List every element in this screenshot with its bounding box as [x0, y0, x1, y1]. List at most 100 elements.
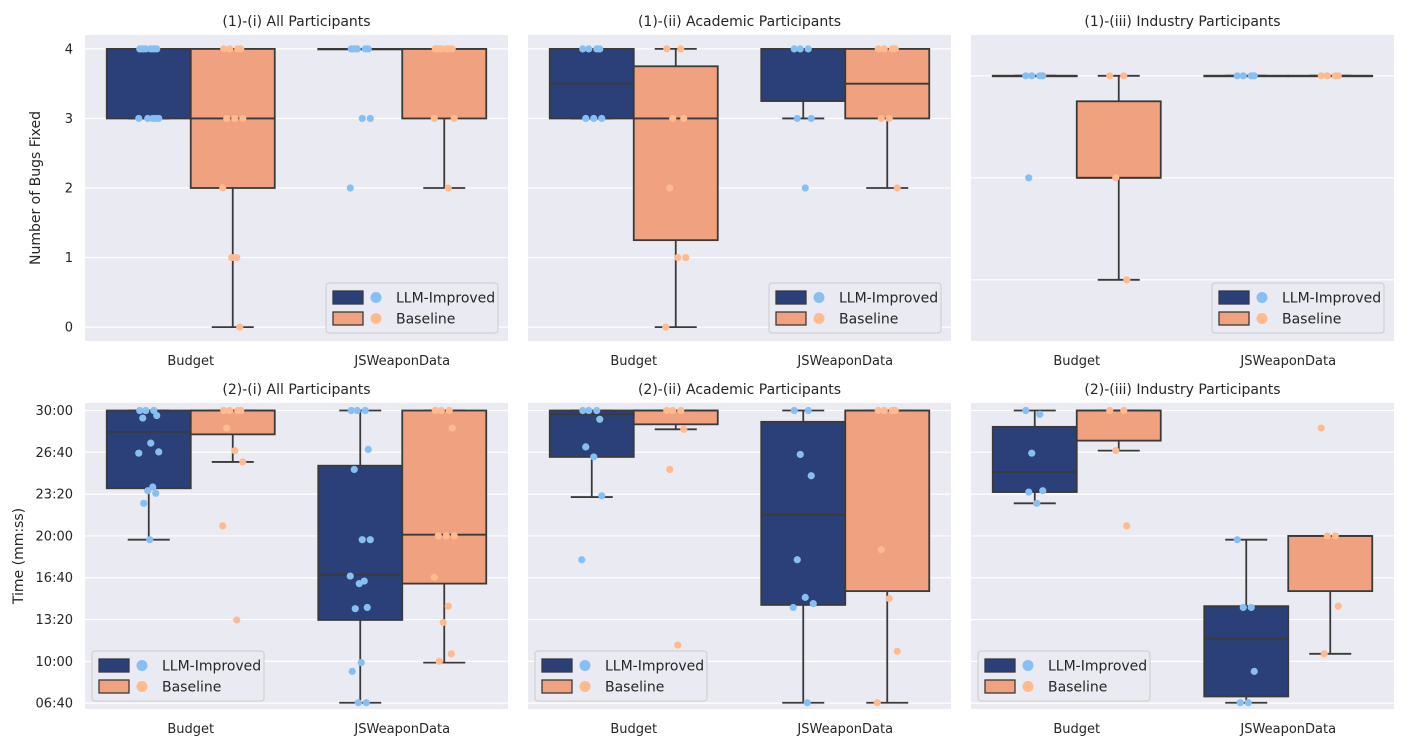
llm-point — [358, 114, 366, 123]
llm-point — [140, 499, 148, 507]
baseline-point — [435, 657, 443, 665]
legend-marker-llm — [1256, 292, 1268, 303]
llm-point — [153, 45, 161, 53]
llm-point — [1039, 72, 1047, 80]
baseline-point — [434, 532, 442, 540]
x-tick-label: JSWeaponData — [1239, 722, 1336, 737]
llm-box-budget — [991, 425, 1078, 493]
llm-point — [351, 605, 359, 613]
baseline-point — [220, 45, 228, 53]
llm-point — [347, 406, 355, 415]
llm-point — [147, 45, 155, 53]
y-axis-label: Time (mm:ss) — [11, 508, 27, 605]
llm-point — [1028, 72, 1036, 80]
llm-point — [1233, 72, 1241, 80]
baseline-point — [223, 114, 231, 123]
llm-point — [598, 114, 606, 123]
legend-swatch-baseline — [984, 679, 1016, 694]
baseline-point — [874, 406, 882, 415]
y-tick-label: 16:40 — [36, 571, 73, 586]
baseline-point — [1323, 72, 1331, 80]
llm-point — [366, 536, 374, 544]
llm-point — [790, 45, 798, 53]
legend-swatch-llm — [332, 290, 364, 305]
baseline-box-jsweapondata — [844, 409, 931, 593]
llm-point — [364, 45, 372, 53]
legend-frame — [1211, 282, 1385, 334]
baseline-point — [442, 45, 450, 53]
baseline-point — [880, 406, 888, 415]
llm-point — [804, 406, 812, 415]
legend-label-llm: LLM-Improved — [1048, 659, 1147, 675]
legend: LLM-Improved Baseline — [977, 650, 1151, 702]
legend-marker-llm — [1022, 660, 1034, 671]
llm-point — [801, 184, 809, 192]
llm-point — [135, 114, 143, 123]
baseline-point — [233, 253, 241, 262]
baseline-point — [682, 253, 690, 262]
x-tick-label: JSWeaponData — [1239, 354, 1336, 369]
legend-marker-baseline — [579, 681, 591, 692]
llm-point — [590, 114, 598, 123]
panel-3: (1)-(iii) Industry Participants Budget JSW… — [971, 14, 1394, 369]
baseline-point — [674, 641, 682, 649]
llm-box-budget — [105, 409, 192, 490]
baseline-point — [1320, 650, 1328, 658]
llm-box-jsweapondata — [760, 420, 847, 606]
baseline-point — [893, 184, 901, 192]
baseline-point — [662, 323, 670, 331]
y-tick-label: 26:40 — [36, 446, 73, 461]
llm-point — [362, 699, 370, 707]
baseline-point — [450, 532, 458, 540]
llm-point — [147, 439, 155, 447]
baseline-point — [669, 114, 677, 123]
baseline-point — [1120, 72, 1128, 80]
legend: LLM-Improved Baseline — [534, 650, 708, 702]
llm-point — [355, 579, 363, 588]
baseline-point — [1323, 532, 1331, 540]
baseline-box-budget — [632, 65, 719, 242]
baseline-point — [219, 522, 227, 530]
y-tick-label: 4 — [65, 42, 73, 57]
baseline-point — [447, 650, 455, 658]
panel-6: (2)-(iii) Industry Participants Budget JSW… — [971, 382, 1394, 737]
legend-swatch-baseline — [775, 311, 807, 326]
baseline-point — [431, 406, 439, 415]
legend-marker-baseline — [1022, 681, 1034, 692]
baseline-point — [663, 406, 671, 415]
llm-box-jsweapondata — [317, 464, 404, 621]
llm-point — [804, 45, 812, 53]
baseline-point — [893, 647, 901, 655]
x-tick-label: Budget — [167, 722, 214, 737]
llm-point — [350, 45, 358, 53]
llm-point — [153, 411, 161, 420]
legend-label-llm: LLM-Improved — [605, 659, 704, 675]
llm-point — [582, 443, 590, 451]
baseline-point — [233, 616, 241, 624]
y-tick-label: 3 — [65, 112, 73, 127]
baseline-point — [885, 595, 893, 603]
llm-point — [585, 406, 593, 415]
legend-swatch-llm — [1218, 290, 1250, 305]
llm-point — [366, 114, 374, 123]
baseline-point — [1106, 72, 1114, 80]
baseline-point — [237, 45, 245, 53]
llm-point — [350, 465, 358, 474]
llm-point — [146, 536, 154, 544]
baseline-point — [877, 546, 885, 554]
llm-point — [1233, 536, 1241, 544]
llm-point — [590, 453, 598, 461]
baseline-point — [669, 406, 677, 415]
llm-point — [596, 45, 604, 53]
x-tick-label: Budget — [1053, 354, 1100, 369]
llm-point — [1239, 72, 1247, 80]
baseline-box-budget — [189, 409, 276, 436]
baseline-point — [1123, 276, 1131, 284]
baseline-point — [663, 45, 671, 53]
llm-point — [1025, 174, 1033, 182]
baseline-box-jsweapondata — [1287, 535, 1374, 593]
llm-point — [348, 667, 356, 675]
baseline-box-budget — [1075, 100, 1162, 179]
llm-point — [807, 472, 815, 480]
baseline-point — [1123, 522, 1131, 530]
